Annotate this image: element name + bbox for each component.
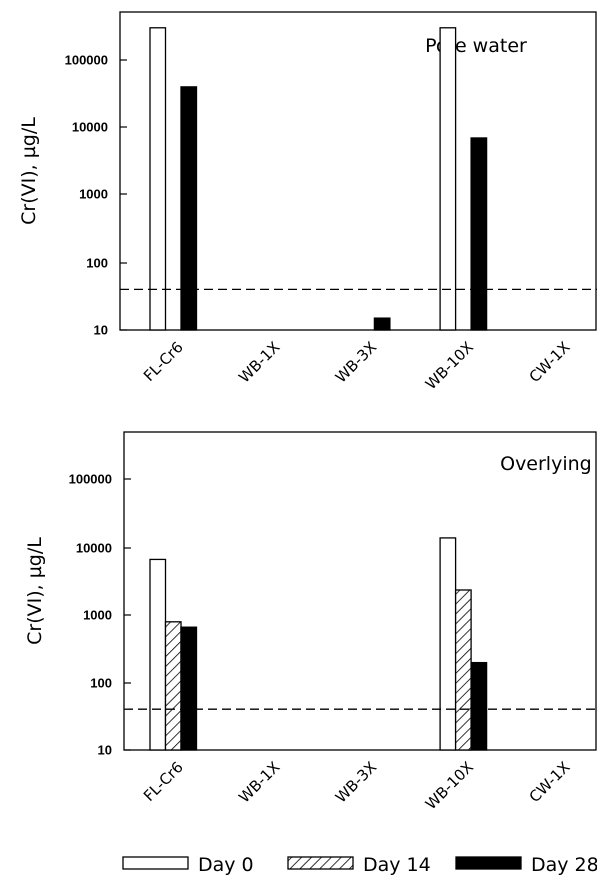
legend-label: Day 14	[363, 854, 431, 876]
panel-overlying-water: 10 100 1000 10000 100000 Cr(VI), µg/L Overlyin…	[24, 431, 597, 813]
y-tick-label: 100	[86, 256, 108, 271]
bar-day-28	[373, 317, 391, 331]
bar-day-28	[180, 86, 198, 331]
bar-day-0	[149, 27, 167, 331]
category-label: WB-1X	[235, 338, 283, 386]
legend-swatch	[122, 856, 189, 870]
y-tick-label: 100000	[65, 53, 108, 68]
plot-frame	[123, 431, 597, 751]
bar-day-0	[439, 27, 457, 331]
bar-day-28	[180, 626, 198, 751]
category-label: FL-Cr6	[140, 758, 187, 805]
y-tick-label: 10	[98, 743, 112, 758]
y-tick-label: 100	[90, 676, 112, 691]
y-axis-title: Cr(VI), µg/L	[18, 117, 40, 225]
panel-title: Overlying water	[500, 453, 597, 475]
bar-day-0	[439, 537, 457, 751]
legend-swatch	[455, 856, 522, 870]
bar-day-14	[454, 589, 472, 751]
y-tick-label: 10000	[72, 120, 108, 135]
plot-frame	[119, 11, 597, 331]
category-label: CW-1X	[526, 338, 574, 386]
legend-label: Day 0	[198, 854, 254, 876]
legend: Day 0 Day 14 Day 28	[122, 854, 597, 876]
y-tick-label: 100000	[69, 472, 112, 487]
category-label: WB-3X	[332, 758, 380, 806]
category-label: WB-10X	[422, 758, 477, 813]
category-label: FL-Cr6	[140, 338, 187, 385]
legend-label: Day 28	[531, 854, 597, 876]
category-label: WB-1X	[235, 758, 283, 806]
y-tick-label: 10	[94, 323, 108, 338]
y-tick-label: 10000	[76, 541, 112, 556]
bar-day-14	[164, 621, 182, 751]
y-tick-label: 1000	[79, 187, 108, 202]
bar-day-0	[149, 558, 167, 751]
bar-day-28	[470, 661, 488, 751]
category-label: WB-3X	[332, 338, 380, 386]
bar-day-28	[470, 137, 488, 331]
y-tick-label: 1000	[83, 608, 112, 623]
category-label: CW-1X	[526, 758, 574, 806]
legend-swatch	[287, 856, 354, 870]
y-axis-title: Cr(VI), µg/L	[24, 537, 46, 645]
category-label: WB-10X	[422, 338, 477, 393]
